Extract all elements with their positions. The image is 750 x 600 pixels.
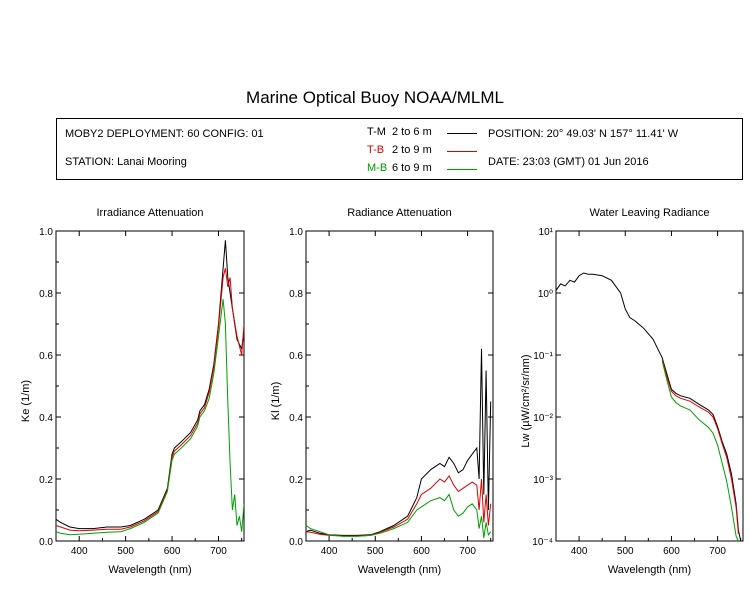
chart-radiance: Radiance Attenuation 400 500 600 700 0.0 0.2 0.… xyxy=(270,207,494,576)
series-line-t-m xyxy=(556,272,742,541)
x-tick-label: 700 xyxy=(210,546,227,557)
chart-title: Water Leaving Radiance xyxy=(589,207,709,219)
y-tick-label: 10⁻³ xyxy=(533,475,553,486)
y-tick-label: 10⁻² xyxy=(533,413,553,424)
chart-title: Radiance Attenuation xyxy=(347,207,452,219)
x-tick-label: 500 xyxy=(367,546,384,557)
series-line-t-b xyxy=(56,268,244,532)
deployment-label: MOBY2 DEPLOYMENT: 60 CONFIG: 01 xyxy=(65,128,264,140)
x-tick-label: 700 xyxy=(709,546,726,557)
series-line-t-m xyxy=(56,240,244,530)
y-tick-label: 10⁰ xyxy=(538,289,553,300)
plot-frame xyxy=(55,230,245,542)
y-tick-label: 0.8 xyxy=(39,289,53,300)
y-tick-label: 1.0 xyxy=(39,227,53,238)
x-tick-label: 400 xyxy=(571,546,588,557)
x-tick-label: 600 xyxy=(413,546,430,557)
y-tick-label: 10⁻⁴ xyxy=(532,537,553,548)
x-axis-label: Wavelength (nm) xyxy=(358,564,441,576)
legend-range-tb: 2 to 9 m xyxy=(392,144,432,156)
legend-code-mb: M-B xyxy=(367,162,388,174)
legend-code-tm: T-M xyxy=(367,126,386,138)
series-line-t-m xyxy=(306,348,492,536)
legend-line-tm xyxy=(447,133,477,134)
series-line-m-b xyxy=(661,360,739,541)
legend-line-tb xyxy=(447,151,477,152)
x-tick-label: 400 xyxy=(71,546,88,557)
legend-range-mb: 6 to 9 m xyxy=(392,162,432,174)
position-label: POSITION: 20° 49.03' N 157° 11.41' W xyxy=(488,128,679,140)
info-box: MOBY2 DEPLOYMENT: 60 CONFIG: 01 STATION:… xyxy=(56,118,743,180)
chart-irradiance: Irradiance Attenuation 400 500 600 700 0.0 0.2… xyxy=(20,207,245,576)
y-tick-label: 0.2 xyxy=(39,475,53,486)
legend-code-tb: T-B xyxy=(367,144,385,156)
y-axis-label: Lw (µW/cm²/sr/nm) xyxy=(520,354,532,447)
x-axis-label: Wavelength (nm) xyxy=(608,564,691,576)
y-tick-label: 0.8 xyxy=(289,289,303,300)
y-tick-label: 10¹ xyxy=(539,227,554,238)
y-tick-label: 0.6 xyxy=(39,351,53,362)
x-tick-label: 500 xyxy=(617,546,634,557)
chart-water-leaving: Water Leaving Radiance 400 500 600 700 10⁻⁴ 10… xyxy=(520,207,744,576)
station-label: STATION: Lanai Mooring xyxy=(65,156,187,168)
x-tick-label: 500 xyxy=(117,546,134,557)
legend-line-mb xyxy=(447,169,477,170)
y-tick-label: 0.0 xyxy=(289,537,303,548)
plot-frame xyxy=(305,230,494,542)
series-line-m-b xyxy=(56,299,244,536)
y-tick-label: 0.4 xyxy=(289,413,303,424)
date-label: DATE: 23:03 (GMT) 01 Jun 2016 xyxy=(488,156,649,168)
x-tick-label: 700 xyxy=(459,546,476,557)
x-axis-label: Wavelength (nm) xyxy=(108,564,191,576)
chart-title: Irradiance Attenuation xyxy=(96,207,203,219)
page-title: Marine Optical Buoy NOAA/MLML xyxy=(246,88,504,107)
y-tick-label: 0.6 xyxy=(289,351,303,362)
y-tick-label: 0.0 xyxy=(39,537,53,548)
x-tick-label: 600 xyxy=(164,546,181,557)
y-axis-label: Kl (1/m) xyxy=(270,382,282,421)
legend-range-tm: 2 to 6 m xyxy=(392,126,432,138)
series-line-t-b xyxy=(661,359,739,534)
y-axis-label: Ke (1/m) xyxy=(20,380,32,422)
y-tick-label: 1.0 xyxy=(289,227,303,238)
y-tick-label: 0.2 xyxy=(289,475,303,486)
x-tick-label: 600 xyxy=(663,546,680,557)
y-tick-label: 10⁻¹ xyxy=(533,351,553,362)
x-tick-label: 400 xyxy=(321,546,338,557)
series-line-m-b xyxy=(306,493,492,538)
plot-frame xyxy=(555,230,744,542)
y-tick-label: 0.4 xyxy=(39,413,53,424)
